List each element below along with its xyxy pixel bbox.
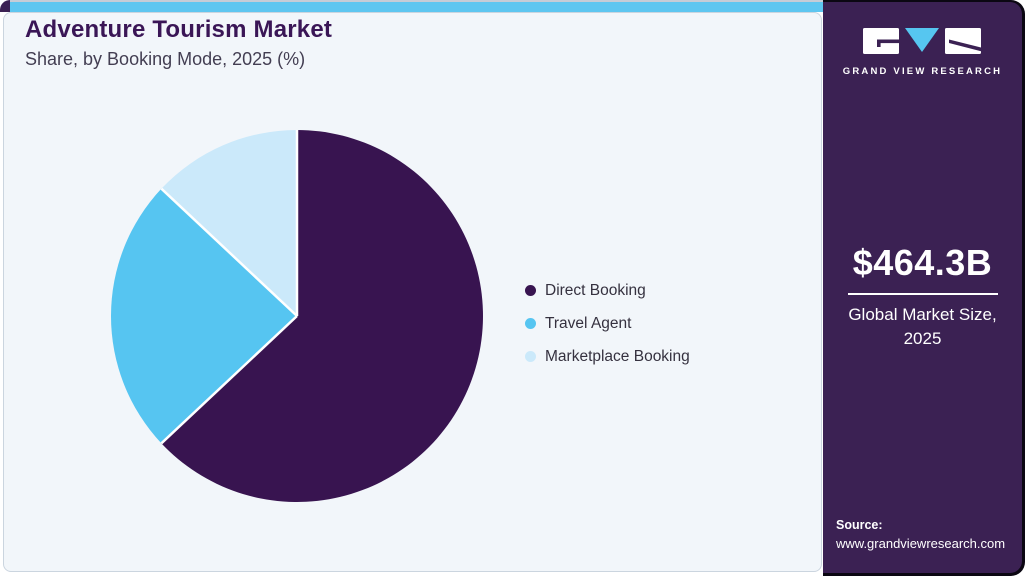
pie-slice-travel-agent [110, 188, 298, 444]
market-size-caption: Global Market Size, 2025 [848, 305, 997, 348]
brand-logo: GRAND VIEW RESEARCH [823, 28, 1022, 77]
slice-separator [160, 315, 298, 445]
pie-slice-marketplace-booking [161, 130, 297, 316]
top-border-line [10, 0, 826, 3]
market-size-value: $464.3B [852, 242, 993, 283]
brand-name: GRAND VIEW RESEARCH [842, 66, 1003, 77]
page-title: Adventure Tourism Market [25, 16, 333, 43]
legend-item-marketplace-booking: Marketplace Booking [525, 340, 690, 373]
pie-chart-svg [110, 130, 483, 503]
market-size-block: $464.3B Global Market Size, 2025 [823, 242, 1022, 351]
legend-label: Travel Agent [545, 314, 632, 332]
pie-slice-direct-booking [161, 130, 483, 503]
legend-swatch-icon [525, 318, 536, 329]
market-divider [847, 293, 998, 295]
source-block: Source: www.grandviewresearch.com [836, 518, 1005, 551]
page-subtitle: Share, by Booking Mode, 2025 (%) [25, 49, 306, 69]
gvr-logo-icon [862, 28, 981, 54]
legend-label: Direct Booking [545, 281, 646, 299]
sidebar-outline: GRAND VIEW RESEARCH $464.3B Global Marke… [823, 0, 1025, 576]
legend-label: Marketplace Booking [545, 347, 690, 365]
accent-bar [10, 2, 826, 12]
sidebar: GRAND VIEW RESEARCH $464.3B Global Marke… [823, 2, 1022, 573]
source-label: Source: [836, 518, 883, 532]
legend-swatch-icon [525, 351, 536, 362]
slice-separator [160, 187, 298, 317]
legend-item-travel-agent: Travel Agent [525, 307, 690, 340]
legend: Direct Booking Travel Agent Marketplace Bo… [525, 274, 690, 373]
pie-chart [110, 129, 484, 503]
source-url: www.grandviewresearch.com [836, 536, 1006, 551]
legend-swatch-icon [525, 285, 536, 296]
legend-item-direct-booking: Direct Booking [525, 274, 690, 307]
